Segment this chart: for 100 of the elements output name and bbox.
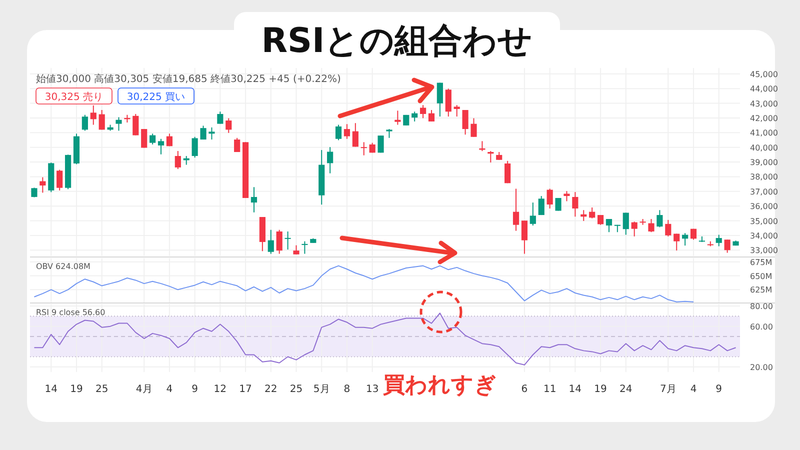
- x-tick-label: 9: [716, 384, 722, 395]
- candlestick: [141, 128, 148, 148]
- candlestick: [56, 169, 63, 191]
- candlestick: [665, 219, 672, 237]
- x-tick-label: 14: [568, 384, 582, 395]
- candlestick: [512, 188, 520, 232]
- candlestick: [40, 176, 46, 194]
- candlestick: [606, 218, 612, 233]
- y-tick-label: 60.00: [750, 322, 773, 332]
- candlestick: [217, 111, 224, 124]
- x-tick-label: 22: [264, 384, 278, 395]
- y-tick-label: 44,000: [750, 84, 778, 94]
- candlestick: [208, 126, 215, 140]
- candlestick: [293, 244, 300, 255]
- x-tick-label: 17: [239, 384, 252, 395]
- y-tick-label: 80.00: [750, 302, 773, 312]
- line-series: [34, 265, 694, 302]
- x-tick-label: 5月: [313, 384, 330, 395]
- candlestick: [538, 196, 544, 216]
- x-tick-label: 7月: [660, 384, 676, 395]
- y-tick-label: 20.00: [750, 362, 773, 372]
- candlestick: [344, 124, 350, 140]
- candlestick: [412, 111, 418, 122]
- text: RSI 9 close 56.60: [36, 308, 106, 317]
- candlestick: [284, 230, 291, 250]
- candlestick: [436, 82, 443, 118]
- candlestick: [132, 113, 139, 136]
- candlestick: [589, 206, 596, 219]
- y-tick-label: 42,000: [750, 114, 778, 123]
- candlestick: [394, 110, 401, 126]
- candlestick: [716, 234, 722, 247]
- candlestick: [504, 160, 511, 184]
- x-tick-label: 6: [521, 384, 528, 395]
- y-tick-label: 43,000: [750, 99, 778, 108]
- y-tick-label: 35,000: [750, 216, 778, 226]
- candlestick: [226, 118, 232, 134]
- x-tick-label: 12: [214, 384, 227, 395]
- x-tick-label: 4: [166, 384, 173, 395]
- x-tick-label: 25: [95, 384, 108, 395]
- x-tick-label: 11: [543, 384, 556, 395]
- candlestick: [724, 239, 730, 254]
- chart-title: RSIとの組合わせ: [261, 21, 533, 61]
- candlestick: [166, 133, 173, 147]
- y-tick-label: 40,000: [750, 143, 778, 152]
- y-tick-label: 36,000: [750, 202, 778, 212]
- x-tick-label: 13: [366, 384, 379, 395]
- candlestick: [445, 88, 452, 118]
- annotation: 30,325 売り: [44, 91, 104, 103]
- x-tick-label: 4: [690, 384, 697, 395]
- text: 始値30,000 高値30,305 安値19,685 終値30,225 +45 (+0.22%): [36, 73, 342, 85]
- candlestick: [470, 118, 477, 138]
- candlestick: [378, 135, 384, 154]
- candlestick: [192, 136, 198, 158]
- candlestick: [674, 233, 680, 251]
- x-tick-label: 9: [192, 384, 198, 395]
- candlestick: [631, 221, 638, 237]
- x-tick-label: 19: [594, 384, 607, 395]
- candlestick: [420, 104, 426, 119]
- candlestick: [250, 186, 258, 213]
- candlestick: [428, 110, 435, 122]
- candlestick: [572, 192, 578, 218]
- candlestick: [488, 150, 494, 164]
- candlestick: [555, 197, 562, 212]
- candlestick: [622, 212, 629, 236]
- candlestick: [150, 133, 156, 145]
- candlestick: [98, 110, 105, 130]
- text: 買われすぎ: [382, 373, 497, 398]
- candlestick: [31, 187, 38, 198]
- candlestick: [200, 125, 206, 140]
- x-tick-label: 4月: [136, 384, 152, 395]
- candlestick: [530, 202, 536, 226]
- candlestick: [82, 114, 88, 132]
- candlestick: [656, 210, 663, 228]
- candlestick: [564, 190, 570, 202]
- y-tick-label: 41,000: [750, 128, 778, 138]
- x-tick-label: 24: [620, 384, 632, 395]
- y-tick-label: 650M: [750, 272, 772, 281]
- y-tick-label: 37,000: [750, 187, 778, 196]
- candlestick: [462, 110, 468, 136]
- candlestick: [597, 214, 604, 226]
- candlestick: [158, 138, 164, 155]
- y-tick-label: 675M: [750, 258, 772, 267]
- x-tick-label: 25: [290, 384, 303, 395]
- candlestick: [276, 229, 282, 254]
- candlestick: [302, 240, 308, 254]
- y-tick-label: 39,000: [750, 158, 778, 167]
- candlestick: [648, 218, 654, 233]
- candlestick: [521, 220, 528, 254]
- y-tick-label: 625M: [750, 286, 772, 295]
- candlestick: [268, 229, 274, 254]
- x-tick-label: 8: [344, 384, 350, 395]
- candlestick: [335, 124, 342, 141]
- candlestick: [454, 104, 460, 118]
- x-tick-label: 19: [70, 384, 83, 395]
- candlestick: [352, 122, 358, 148]
- y-tick-label: 45,000: [750, 70, 778, 79]
- candlestick: [546, 188, 553, 209]
- y-tick-label: 34,000: [750, 231, 778, 240]
- candlestick: [234, 137, 240, 153]
- candlestick: [116, 116, 122, 132]
